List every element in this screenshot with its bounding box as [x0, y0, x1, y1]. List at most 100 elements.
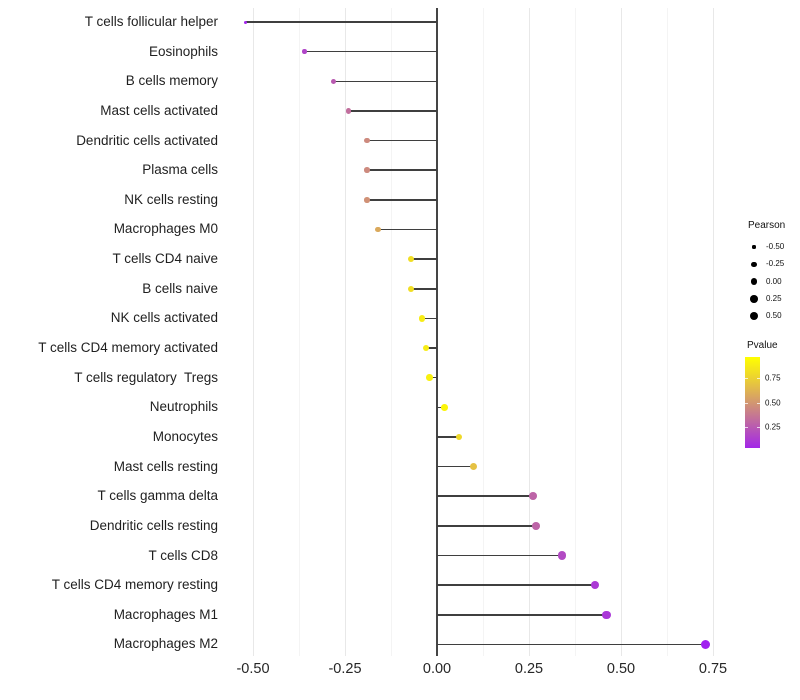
- minor-gridline: [575, 8, 576, 656]
- pvalue-bar-tick: [757, 427, 760, 429]
- y-axis-label: NK cells resting: [124, 191, 218, 207]
- y-axis-label: NK cells activated: [110, 310, 218, 326]
- pearson-legend-label: 0.00: [766, 276, 782, 286]
- x-axis-tick-label: 0.25: [514, 661, 544, 677]
- lollipop-dot: [408, 285, 415, 292]
- lollipop-stem: [437, 406, 445, 409]
- lollipop-stem: [437, 584, 596, 586]
- y-axis-label: T cells gamma delta: [97, 488, 218, 504]
- lollipop-dot: [532, 521, 541, 530]
- pvalue-tick-label: 0.50: [765, 398, 781, 408]
- major-gridline: [345, 8, 346, 656]
- y-axis-label: B cells memory: [125, 73, 218, 89]
- y-axis-label: B cells naive: [142, 280, 218, 296]
- pvalue-bar-tick: [745, 377, 748, 379]
- lollipop-stem: [437, 495, 533, 497]
- pvalue-tick-label: 0.75: [765, 373, 781, 383]
- pvalue-gradient-bar: [745, 357, 760, 448]
- y-axis-label: T cells CD4 memory activated: [38, 340, 218, 356]
- y-axis-label: Dendritic cells activated: [76, 132, 218, 148]
- lollipop-dot: [455, 433, 463, 441]
- minor-gridline: [299, 8, 300, 656]
- lollipop-stem: [437, 614, 607, 616]
- lollipop-dot: [426, 374, 433, 381]
- lollipop-stem: [437, 436, 460, 438]
- lollipop-stem: [437, 465, 474, 468]
- lollipop-dot: [346, 108, 352, 114]
- lollipop-stem: [367, 139, 437, 142]
- pearson-legend-label: 0.50: [766, 311, 782, 320]
- y-axis-label: Macrophages M2: [113, 636, 218, 652]
- lollipop-dot: [419, 315, 426, 322]
- lollipop-dot: [364, 197, 370, 203]
- pearson-legend-dot: [749, 311, 759, 321]
- y-axis-label: Monocytes: [152, 428, 218, 444]
- x-axis-tick-label: -0.50: [236, 661, 270, 677]
- lollipop-dot: [558, 551, 567, 560]
- y-axis-label: T cells CD8: [148, 547, 218, 563]
- lollipop-dot: [364, 167, 370, 173]
- lollipop-stem: [429, 376, 437, 379]
- lollipop-stem: [437, 525, 537, 527]
- pvalue-bar-tick: [757, 377, 760, 379]
- y-axis-label: Macrophages M0: [113, 221, 218, 237]
- pearson-legend-dot: [750, 294, 758, 303]
- pvalue-tick-label: 0.25: [765, 422, 781, 432]
- lollipop-dot: [331, 78, 337, 84]
- y-axis-label: Mast cells resting: [113, 458, 218, 474]
- lollipop-stem: [367, 199, 437, 201]
- y-axis-label: T cells regulatory Tregs: [74, 369, 218, 385]
- pearson-legend-dot: [750, 278, 758, 285]
- lollipop-dot: [375, 226, 381, 233]
- lollipop-stem: [378, 228, 437, 231]
- lollipop-dot: [302, 49, 307, 54]
- lollipop-stem: [333, 80, 437, 83]
- major-gridline: [713, 8, 714, 656]
- major-gridline: [253, 8, 254, 656]
- major-gridline: [529, 8, 530, 656]
- y-axis-label: Macrophages M1: [113, 606, 218, 622]
- pearson-legend-title: Pearson: [748, 220, 786, 231]
- lollipop-dot: [244, 20, 248, 24]
- lollipop-dot: [408, 256, 415, 263]
- lollipop-stem: [304, 50, 437, 53]
- lollipop-stem: [348, 110, 437, 112]
- pearson-legend-label: -0.50: [766, 242, 785, 251]
- pvalue-bar-tick: [757, 402, 760, 404]
- pearson-legend-label: -0.25: [766, 259, 785, 269]
- y-axis-label: Dendritic cells resting: [89, 517, 218, 533]
- y-axis-label: Plasma cells: [142, 162, 218, 178]
- y-axis-label: Eosinophils: [148, 43, 218, 59]
- lollipop-dot: [364, 137, 370, 144]
- lollipop-stem: [425, 347, 437, 349]
- lollipop-dot: [528, 492, 537, 501]
- lollipop-stem: [411, 288, 437, 290]
- major-gridline: [621, 8, 622, 656]
- x-axis-tick-label: 0.75: [698, 661, 728, 677]
- y-axis-label: T cells CD4 memory resting: [51, 577, 218, 593]
- pvalue-bar-tick: [745, 402, 748, 404]
- lollipop-dot: [602, 610, 611, 620]
- x-axis-tick-label: -0.25: [328, 661, 362, 677]
- lollipop-dot: [422, 344, 430, 352]
- lollipop-stem: [437, 554, 563, 557]
- lollipop-stem: [411, 258, 437, 260]
- pearson-legend-dot: [751, 261, 757, 267]
- minor-gridline: [483, 8, 484, 656]
- lollipop-dot: [700, 639, 711, 650]
- lollipop-stem: [245, 21, 437, 23]
- lollipop-dot: [470, 463, 478, 471]
- zero-reference-line: [436, 8, 438, 656]
- pearson-legend-label: 0.25: [766, 293, 782, 303]
- y-axis-label: T cells follicular helper: [84, 14, 218, 29]
- lollipop-dot: [591, 580, 600, 590]
- pearson-legend-dot: [752, 245, 756, 249]
- y-axis-label: T cells CD4 naive: [112, 251, 218, 267]
- lollipop-stem: [422, 317, 437, 320]
- x-axis-tick-label: 0.50: [606, 661, 636, 677]
- y-axis-label: Mast cells activated: [100, 102, 218, 118]
- lollipop-stem: [367, 169, 437, 171]
- pvalue-bar-tick: [745, 427, 748, 429]
- minor-gridline: [391, 8, 392, 656]
